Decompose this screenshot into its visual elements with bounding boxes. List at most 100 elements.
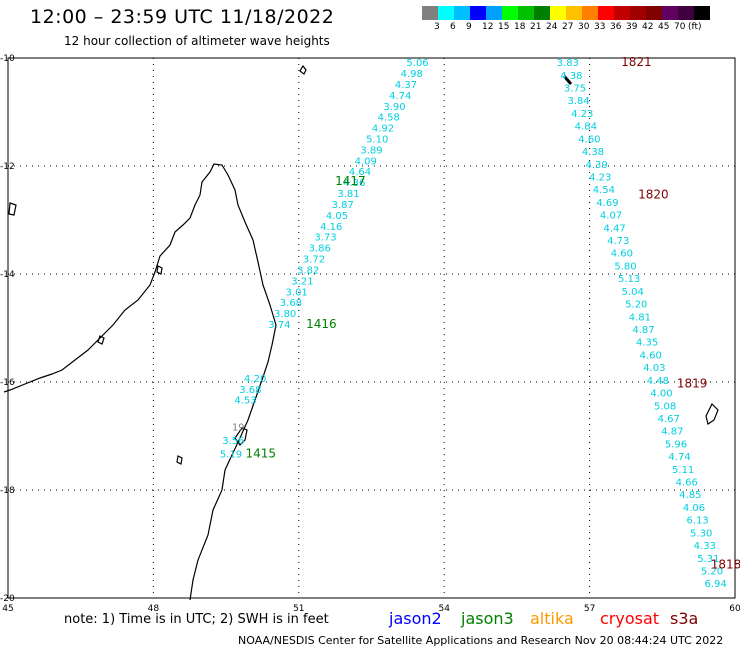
color-scale-label: 12: [482, 22, 494, 32]
wave-height-value: 4.74: [668, 452, 690, 463]
wave-height-value: 3.86: [309, 244, 331, 255]
wave-height-value: 5.80: [614, 261, 636, 272]
wave-height-value: 3.01: [286, 287, 308, 298]
color-swatch: [550, 6, 566, 20]
chart-subtitle: 12 hour collection of altimeter wave hei…: [64, 34, 330, 48]
wave-height-value: 4.81: [629, 312, 651, 323]
lat-tick-label: -20: [0, 594, 15, 604]
wave-height-value: 4.58: [378, 113, 400, 124]
lon-tick-label: 57: [584, 604, 595, 614]
wave-height-value: 5.20: [701, 566, 723, 577]
legend-jason3: jason3: [461, 609, 514, 628]
color-swatch: [534, 6, 550, 20]
wave-height-value: 4.48: [647, 376, 669, 387]
wave-height-value: 5.96: [665, 439, 687, 450]
color-scale-label: 18: [514, 22, 526, 32]
color-swatch: [422, 6, 438, 20]
islet-west-4: [176, 455, 183, 465]
islet-west-3: [156, 265, 163, 275]
pass-labels: 1417 1416 1415 1821 1820 1819 1818: [245, 55, 740, 571]
wave-height-value: 5.20: [625, 300, 647, 311]
islet-north-reef: [562, 75, 573, 85]
plot-border: [7, 57, 736, 599]
wave-height-value: 4.09: [355, 156, 377, 167]
color-scale-label: 15: [498, 22, 510, 32]
color-scale-label: 3: [434, 22, 440, 32]
legend-cryosat: cryosat: [600, 609, 660, 628]
wave-height-value: 5.06: [406, 58, 428, 69]
wave-height-value: 4.36: [343, 178, 365, 189]
lat-tick-label: -12: [0, 162, 15, 172]
color-scale-unit: (ft): [688, 22, 702, 32]
color-swatch: [630, 6, 646, 20]
color-swatch: [470, 6, 486, 20]
wave-height-value: 3.72: [303, 255, 325, 266]
wave-height-value: 3.90: [383, 102, 405, 113]
wave-height-value: 4.33: [694, 541, 716, 552]
wave-height-value: 4.03: [643, 363, 665, 374]
color-scale-label: 6: [450, 22, 456, 32]
wave-height-value: 3.56: [222, 436, 244, 447]
wave-height-value: 3.84: [567, 96, 589, 107]
wave-height-value: 6.94: [704, 579, 726, 590]
lon-tick-label: 45: [2, 604, 13, 614]
color-swatch: [454, 6, 470, 20]
color-swatch: [662, 6, 678, 20]
wave-height-value: 4.67: [658, 414, 680, 425]
color-scale-label: 21: [530, 22, 542, 32]
island-rodrigues-side: [705, 402, 719, 425]
wave-height-value: 4.84: [575, 122, 597, 133]
color-swatch: [486, 6, 502, 20]
footnote: note: 1) Time is in UTC; 2) SWH is in fe…: [64, 612, 329, 627]
wave-height-value: 4.85: [679, 490, 701, 501]
wave-height-value: 3.89: [360, 145, 382, 156]
color-scale-label: 70: [674, 22, 686, 32]
wave-height-value: 5.08: [654, 401, 676, 412]
pass-number-label: 1415: [245, 447, 276, 461]
wave-height-value: 4.00: [650, 389, 672, 400]
wave-height-value: 4.23: [589, 172, 611, 183]
color-scale-label: 9: [466, 22, 472, 32]
color-scale-label: 30: [578, 22, 590, 32]
wave-height-value: 4.74: [389, 91, 411, 102]
wave-height-value: 3.21: [291, 276, 313, 287]
wave-height-value: 3.68: [239, 385, 261, 396]
color-swatch: [582, 6, 598, 20]
wave-height-value: 4.07: [600, 211, 622, 222]
wave-height-value: 4.06: [683, 503, 705, 514]
pass-number-label: 1416: [306, 317, 337, 331]
legend-s3a: s3a: [670, 609, 699, 628]
coastline-path: [3, 163, 277, 601]
lon-tick-label: 51: [293, 604, 304, 614]
color-scale-label: 24: [546, 22, 558, 32]
wave-height-value: 4.37: [395, 80, 417, 91]
lat-tick-label: -10: [0, 54, 15, 64]
pass-number-label: 1819: [677, 376, 708, 390]
wave-height-value: 5.19: [220, 450, 242, 461]
wave-height-value: 5.30: [690, 528, 712, 539]
wave-height-value: 4.66: [676, 478, 698, 489]
wave-height-value: 4.05: [326, 211, 348, 222]
wave-height-value: 4.20: [244, 374, 266, 385]
legend-jason2: jason2: [389, 609, 442, 628]
color-scale-label: 39: [626, 22, 638, 32]
lon-tick-label: 54: [438, 604, 450, 614]
lon-tick-label: 60: [729, 604, 740, 614]
wave-height-value: 4.92: [372, 124, 394, 135]
chart-title: 12:00 – 23:59 UTC 11/18/2022: [30, 6, 335, 28]
wave-height-value: 3.68: [280, 298, 302, 309]
wave-height-value: 3.74: [268, 320, 290, 331]
wave-height-value: 3.83: [557, 58, 579, 69]
legend-altika: altika: [530, 609, 574, 628]
wave-height-value: 4.87: [661, 427, 683, 438]
wave-height-value: 6.13: [686, 516, 708, 527]
pass-number-label: 1417: [335, 174, 366, 188]
wave-height-value: 4.47: [604, 223, 626, 234]
wave-height-value: 3.80: [274, 309, 296, 320]
wave-height-value: 4.54: [593, 185, 615, 196]
wave-height-value: 4.38: [582, 147, 604, 158]
wave-height-value: 4.64: [349, 167, 371, 178]
island-north: [299, 64, 307, 75]
wave-height-value: 5.13: [618, 274, 640, 285]
credit-line: NOAA/NESDIS Center for Satellite Applica…: [238, 634, 724, 647]
